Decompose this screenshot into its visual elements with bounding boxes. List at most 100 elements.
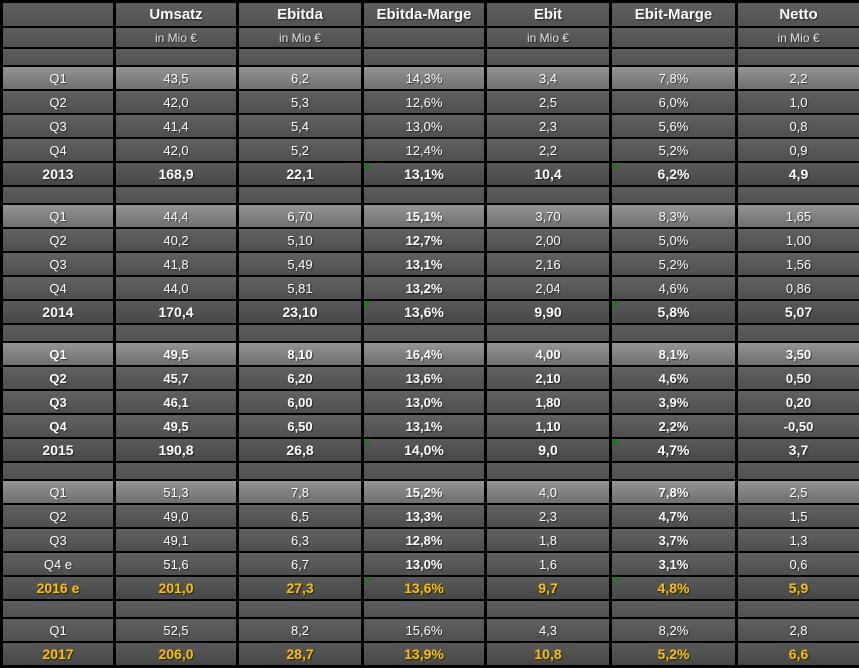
cell-2014-q3-ebitda-marge[interactable]: 13,1% bbox=[363, 252, 486, 276]
spacer-cell[interactable] bbox=[486, 324, 611, 342]
cell-2014-2014-ebitda[interactable]: 23,10 bbox=[238, 300, 363, 324]
cell-2013-2013-ebitda[interactable]: 22,1 bbox=[238, 162, 363, 186]
spacer-cell[interactable] bbox=[363, 462, 486, 480]
cell-2017-q1-umsatz[interactable]: 52,5 bbox=[115, 618, 238, 642]
cell-2015-q3-ebit-marge[interactable]: 3,9% bbox=[611, 390, 737, 414]
cell-2015-q3-ebitda-marge[interactable]: 13,0% bbox=[363, 390, 486, 414]
row-label-2013-q2[interactable]: Q2 bbox=[2, 90, 115, 114]
row-label-2015-q4[interactable]: Q4 bbox=[2, 414, 115, 438]
spacer-cell[interactable] bbox=[611, 324, 737, 342]
cell-2016-q2-ebit[interactable]: 2,3 bbox=[486, 504, 611, 528]
cell-2015-2015-ebitda-marge-flagged[interactable]: 14,0% bbox=[363, 438, 486, 462]
cell-2014-q3-netto[interactable]: 1,56 bbox=[737, 252, 859, 276]
row-label-2013-q1[interactable]: Q1 bbox=[2, 66, 115, 90]
cell-2014-q1-netto[interactable]: 1,65 bbox=[737, 204, 859, 228]
column-header-ebitda-marge[interactable]: Ebitda-Marge bbox=[363, 2, 486, 28]
spacer-cell[interactable] bbox=[363, 48, 486, 66]
cell-2014-q1-umsatz[interactable]: 44,4 bbox=[115, 204, 238, 228]
row-label-2015-q2[interactable]: Q2 bbox=[2, 366, 115, 390]
spacer-cell[interactable] bbox=[238, 462, 363, 480]
unit-cell-ebit-marge[interactable] bbox=[611, 27, 737, 48]
spacer-cell[interactable] bbox=[486, 462, 611, 480]
cell-2013-q4-ebit-marge[interactable]: 5,2% bbox=[611, 138, 737, 162]
row-label-2017-q1[interactable]: Q1 bbox=[2, 618, 115, 642]
spacer-cell[interactable] bbox=[486, 48, 611, 66]
spacer-cell[interactable] bbox=[115, 462, 238, 480]
cell-2015-q1-ebitda[interactable]: 8,10 bbox=[238, 342, 363, 366]
cell-2013-q3-ebitda[interactable]: 5,4 bbox=[238, 114, 363, 138]
cell-2015-q2-ebitda[interactable]: 6,20 bbox=[238, 366, 363, 390]
cell-2016-2016-e-ebitda[interactable]: 27,3 bbox=[238, 576, 363, 600]
cell-2015-q4-ebitda[interactable]: 6,50 bbox=[238, 414, 363, 438]
cell-2013-q2-umsatz[interactable]: 42,0 bbox=[115, 90, 238, 114]
cell-2014-q4-ebitda[interactable]: 5,81 bbox=[238, 276, 363, 300]
row-label-2014-2014[interactable]: 2014 bbox=[2, 300, 115, 324]
cell-2016-2016-e-ebit-marge-flagged[interactable]: 4,8% bbox=[611, 576, 737, 600]
cell-2016-q1-umsatz[interactable]: 51,3 bbox=[115, 480, 238, 504]
cell-2015-q3-ebit[interactable]: 1,80 bbox=[486, 390, 611, 414]
spacer-cell[interactable] bbox=[238, 600, 363, 618]
spacer-cell[interactable] bbox=[737, 462, 859, 480]
cell-2015-q2-ebit-marge[interactable]: 4,6% bbox=[611, 366, 737, 390]
cell-2013-2013-ebit-marge-flagged[interactable]: 6,2% bbox=[611, 162, 737, 186]
row-label-2016-q1[interactable]: Q1 bbox=[2, 480, 115, 504]
spacer-cell[interactable] bbox=[115, 324, 238, 342]
spacer-cell[interactable] bbox=[115, 600, 238, 618]
spacer-cell[interactable] bbox=[737, 186, 859, 204]
spacer-cell[interactable] bbox=[737, 48, 859, 66]
row-label-2017-2017[interactable]: 2017 bbox=[2, 642, 115, 667]
cell-2013-q1-ebitda-marge[interactable]: 14,3% bbox=[363, 66, 486, 90]
cell-2013-q1-ebit[interactable]: 3,4 bbox=[486, 66, 611, 90]
cell-2017-2017-ebitda-marge[interactable]: 13,9% bbox=[363, 642, 486, 667]
cell-2015-q3-umsatz[interactable]: 46,1 bbox=[115, 390, 238, 414]
cell-2016-q3-netto[interactable]: 1,3 bbox=[737, 528, 859, 552]
cell-2014-q2-netto[interactable]: 1,00 bbox=[737, 228, 859, 252]
cell-2013-q2-ebitda-marge[interactable]: 12,6% bbox=[363, 90, 486, 114]
cell-2016-q3-ebit-marge[interactable]: 3,7% bbox=[611, 528, 737, 552]
row-label-2014-q1[interactable]: Q1 bbox=[2, 204, 115, 228]
cell-2014-q3-ebitda[interactable]: 5,49 bbox=[238, 252, 363, 276]
cell-2016-q3-ebitda[interactable]: 6,3 bbox=[238, 528, 363, 552]
cell-2014-2014-netto[interactable]: 5,07 bbox=[737, 300, 859, 324]
spacer-cell[interactable] bbox=[238, 48, 363, 66]
cell-2017-q1-ebit-marge[interactable]: 8,2% bbox=[611, 618, 737, 642]
corner-cell[interactable] bbox=[2, 2, 115, 28]
cell-2017-q1-ebitda-marge[interactable]: 15,6% bbox=[363, 618, 486, 642]
spacer-cell[interactable] bbox=[2, 462, 115, 480]
cell-2013-q4-ebitda[interactable]: 5,2 bbox=[238, 138, 363, 162]
cell-2016-q2-ebit-marge[interactable]: 4,7% bbox=[611, 504, 737, 528]
cell-2014-q4-ebit-marge[interactable]: 4,6% bbox=[611, 276, 737, 300]
cell-2017-q1-ebit[interactable]: 4,3 bbox=[486, 618, 611, 642]
cell-2015-q2-umsatz[interactable]: 45,7 bbox=[115, 366, 238, 390]
cell-2017-2017-netto[interactable]: 6,6 bbox=[737, 642, 859, 667]
column-header-netto[interactable]: Netto bbox=[737, 2, 859, 28]
cell-2014-q2-ebit[interactable]: 2,00 bbox=[486, 228, 611, 252]
cell-2013-q4-ebitda-marge[interactable]: 12,4% bbox=[363, 138, 486, 162]
unit-cell-umsatz[interactable]: in Mio € bbox=[115, 27, 238, 48]
unit-cell-ebitda[interactable]: in Mio € bbox=[238, 27, 363, 48]
spacer-cell[interactable] bbox=[363, 186, 486, 204]
row-label-2016-q3[interactable]: Q3 bbox=[2, 528, 115, 552]
cell-2016-q3-ebitda-marge[interactable]: 12,8% bbox=[363, 528, 486, 552]
cell-2016-q1-ebit-marge[interactable]: 7,8% bbox=[611, 480, 737, 504]
row-label-2015-q3[interactable]: Q3 bbox=[2, 390, 115, 414]
cell-2015-2015-umsatz[interactable]: 190,8 bbox=[115, 438, 238, 462]
spacer-cell[interactable] bbox=[238, 324, 363, 342]
cell-2013-q3-netto[interactable]: 0,8 bbox=[737, 114, 859, 138]
cell-2016-2016-e-ebitda-marge-flagged[interactable]: 13,6% bbox=[363, 576, 486, 600]
cell-2015-2015-ebit[interactable]: 9,0 bbox=[486, 438, 611, 462]
cell-2015-2015-ebitda[interactable]: 26,8 bbox=[238, 438, 363, 462]
cell-2013-q2-netto[interactable]: 1,0 bbox=[737, 90, 859, 114]
row-label-2016-q4-e[interactable]: Q4 e bbox=[2, 552, 115, 576]
cell-2016-q3-umsatz[interactable]: 49,1 bbox=[115, 528, 238, 552]
cell-2014-q2-ebit-marge[interactable]: 5,0% bbox=[611, 228, 737, 252]
cell-2015-q4-ebit[interactable]: 1,10 bbox=[486, 414, 611, 438]
cell-2016-q1-ebitda[interactable]: 7,8 bbox=[238, 480, 363, 504]
cell-2015-q4-ebitda-marge[interactable]: 13,1% bbox=[363, 414, 486, 438]
cell-2013-2013-ebit[interactable]: 10,4 bbox=[486, 162, 611, 186]
row-label-2013-2013[interactable]: 2013 bbox=[2, 162, 115, 186]
cell-2014-q4-ebitda-marge[interactable]: 13,2% bbox=[363, 276, 486, 300]
cell-2013-q1-ebit-marge[interactable]: 7,8% bbox=[611, 66, 737, 90]
cell-2016-q2-ebitda[interactable]: 6,5 bbox=[238, 504, 363, 528]
cell-2015-q1-ebit[interactable]: 4,00 bbox=[486, 342, 611, 366]
